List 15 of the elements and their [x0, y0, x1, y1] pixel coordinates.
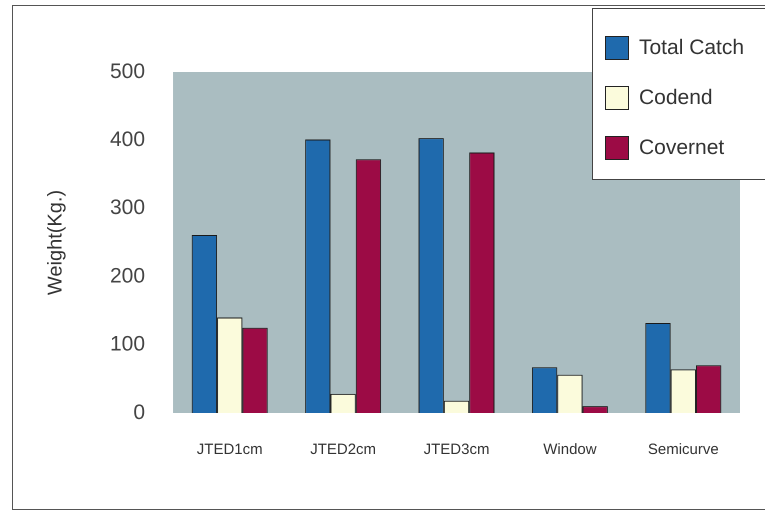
legend-label: Codend — [639, 86, 713, 110]
x-tick-label: JTED3cm — [424, 441, 490, 458]
y-tick-label: 500 — [110, 60, 146, 83]
y-tick-label: 0 — [133, 400, 146, 424]
y-tick-label: 200 — [110, 264, 146, 288]
x-tick-label: Window — [543, 441, 597, 458]
x-tick-label: JTED2cm — [310, 441, 376, 458]
legend-label: Covernet — [639, 136, 724, 160]
y-tick-label: 400 — [110, 128, 146, 151]
y-tick-label: 100 — [110, 332, 146, 356]
x-tick-label: JTED1cm — [196, 441, 263, 458]
x-tick-label: Semicurve — [648, 441, 719, 458]
y-tick-label: 300 — [110, 196, 146, 220]
legend-label: Total Catch — [639, 36, 744, 60]
y-axis-title: Weight(Kg.) — [44, 190, 67, 296]
